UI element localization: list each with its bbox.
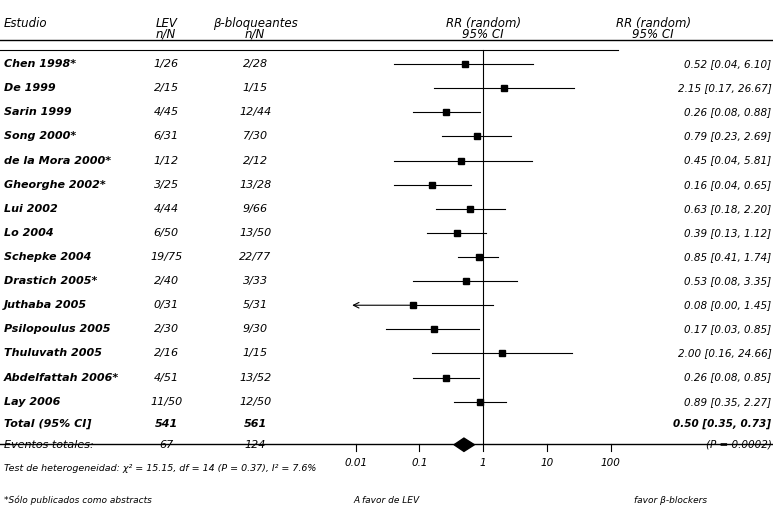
Text: 5/31: 5/31 — [243, 300, 267, 310]
Text: 0.39 [0.13, 1.12]: 0.39 [0.13, 1.12] — [684, 228, 771, 238]
Text: 0.08 [0.00, 1.45]: 0.08 [0.00, 1.45] — [684, 300, 771, 310]
Text: Schepke 2004: Schepke 2004 — [4, 252, 91, 262]
Text: 2/16: 2/16 — [154, 348, 179, 359]
Text: 0.50 [0.35, 0.73]: 0.50 [0.35, 0.73] — [673, 419, 771, 429]
Text: Test de heterogeneidad: χ² = 15.15, df = 14 (P = 0.37), I² = 7.6%: Test de heterogeneidad: χ² = 15.15, df =… — [4, 464, 316, 473]
Text: Song 2000*: Song 2000* — [4, 131, 76, 142]
Text: 0.01: 0.01 — [344, 458, 367, 467]
Text: Lui 2002: Lui 2002 — [4, 204, 58, 214]
Text: 0.85 [0.41, 1.74]: 0.85 [0.41, 1.74] — [684, 252, 771, 262]
Text: 2/40: 2/40 — [154, 276, 179, 286]
Text: A favor de LEV: A favor de LEV — [353, 496, 420, 505]
Text: 1/15: 1/15 — [243, 348, 267, 359]
Text: 13/28: 13/28 — [239, 180, 271, 190]
Text: 95% CI: 95% CI — [632, 28, 674, 41]
Text: Lo 2004: Lo 2004 — [4, 228, 53, 238]
Text: Sarin 1999: Sarin 1999 — [4, 107, 71, 117]
Text: 2/15: 2/15 — [154, 83, 179, 93]
Text: 95% CI: 95% CI — [462, 28, 504, 41]
Text: 3/25: 3/25 — [154, 180, 179, 190]
Text: De 1999: De 1999 — [4, 83, 56, 93]
Text: 0.1: 0.1 — [411, 458, 427, 467]
Text: 1/15: 1/15 — [243, 83, 267, 93]
Text: 2.00 [0.16, 24.66]: 2.00 [0.16, 24.66] — [678, 348, 771, 359]
Text: 22/77: 22/77 — [239, 252, 271, 262]
Text: n/N: n/N — [156, 28, 176, 41]
Text: 0.16 [0.04, 0.65]: 0.16 [0.04, 0.65] — [684, 180, 771, 190]
Text: 0.53 [0.08, 3.35]: 0.53 [0.08, 3.35] — [684, 276, 771, 286]
Text: 13/50: 13/50 — [239, 228, 271, 238]
Text: 100: 100 — [601, 458, 621, 467]
Text: 9/66: 9/66 — [243, 204, 267, 214]
Text: 6/31: 6/31 — [154, 131, 179, 142]
Text: 0.26 [0.08, 0.88]: 0.26 [0.08, 0.88] — [684, 107, 771, 117]
Text: Drastich 2005*: Drastich 2005* — [4, 276, 97, 286]
Text: Lay 2006: Lay 2006 — [4, 397, 60, 407]
Text: 10: 10 — [540, 458, 553, 467]
Text: 2/28: 2/28 — [243, 59, 267, 69]
Text: 0.17 [0.03, 0.85]: 0.17 [0.03, 0.85] — [684, 324, 771, 334]
Text: 6/50: 6/50 — [154, 228, 179, 238]
Text: (P = 0.0002): (P = 0.0002) — [706, 440, 771, 450]
Text: RR (random): RR (random) — [445, 16, 521, 30]
Text: 12/50: 12/50 — [239, 397, 271, 407]
Text: 67: 67 — [159, 440, 173, 450]
Text: 11/50: 11/50 — [150, 397, 182, 407]
Text: 2/30: 2/30 — [154, 324, 179, 334]
Text: 1/12: 1/12 — [154, 155, 179, 166]
Text: 0.89 [0.35, 2.27]: 0.89 [0.35, 2.27] — [684, 397, 771, 407]
Text: Total (95% CI]: Total (95% CI] — [4, 419, 91, 429]
Text: Eventos totales:: Eventos totales: — [4, 440, 94, 450]
Text: 13/52: 13/52 — [239, 372, 271, 383]
Text: Abdelfattah 2006*: Abdelfattah 2006* — [4, 372, 119, 383]
Text: 541: 541 — [155, 419, 178, 429]
Text: Gheorghe 2002*: Gheorghe 2002* — [4, 180, 106, 190]
Text: 4/45: 4/45 — [154, 107, 179, 117]
Text: 0.26 [0.08, 0.85]: 0.26 [0.08, 0.85] — [684, 372, 771, 383]
Text: 2.15 [0.17, 26.67]: 2.15 [0.17, 26.67] — [678, 83, 771, 93]
Text: 4/44: 4/44 — [154, 204, 179, 214]
Text: *Sólo publicados como abstracts: *Sólo publicados como abstracts — [4, 496, 152, 505]
Text: favor β-blockers: favor β-blockers — [634, 496, 707, 505]
Text: Juthaba 2005: Juthaba 2005 — [4, 300, 87, 310]
Text: 0/31: 0/31 — [154, 300, 179, 310]
Text: 2/12: 2/12 — [243, 155, 267, 166]
Text: 0.63 [0.18, 2.20]: 0.63 [0.18, 2.20] — [684, 204, 771, 214]
Text: 0.79 [0.23, 2.69]: 0.79 [0.23, 2.69] — [684, 131, 771, 142]
Text: Thuluvath 2005: Thuluvath 2005 — [4, 348, 102, 359]
Text: RR (random): RR (random) — [615, 16, 691, 30]
Text: n/N: n/N — [245, 28, 265, 41]
Text: 3/33: 3/33 — [243, 276, 267, 286]
Text: de la Mora 2000*: de la Mora 2000* — [4, 155, 111, 166]
Text: 0.45 [0.04, 5.81]: 0.45 [0.04, 5.81] — [684, 155, 771, 166]
Text: β-bloqueantes: β-bloqueantes — [213, 16, 298, 30]
Text: Psilopoulus 2005: Psilopoulus 2005 — [4, 324, 111, 334]
Text: Estudio: Estudio — [4, 16, 47, 30]
Text: 9/30: 9/30 — [243, 324, 267, 334]
Text: 7/30: 7/30 — [243, 131, 267, 142]
Text: 1: 1 — [480, 458, 486, 467]
Text: 0.52 [0.04, 6.10]: 0.52 [0.04, 6.10] — [684, 59, 771, 69]
Text: LEV: LEV — [155, 16, 177, 30]
Polygon shape — [454, 438, 475, 451]
Text: 1/26: 1/26 — [154, 59, 179, 69]
Text: 124: 124 — [244, 440, 266, 450]
Text: Chen 1998*: Chen 1998* — [4, 59, 76, 69]
Text: 19/75: 19/75 — [150, 252, 182, 262]
Text: 4/51: 4/51 — [154, 372, 179, 383]
Text: 12/44: 12/44 — [239, 107, 271, 117]
Text: 561: 561 — [243, 419, 267, 429]
